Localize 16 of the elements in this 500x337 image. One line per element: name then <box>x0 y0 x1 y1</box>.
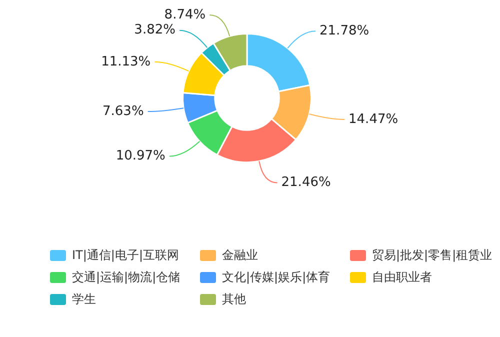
legend-label: 其他 <box>222 290 246 308</box>
data-label: 10.97% <box>116 148 166 164</box>
data-label: 8.74% <box>164 7 206 22</box>
data-label: 3.82% <box>134 22 176 38</box>
data-label: 14.47% <box>348 112 398 127</box>
data-label: 7.63% <box>102 104 144 119</box>
legend-label: 贸易|批发|零售|租赁业 <box>372 246 492 264</box>
legend-label: IT|通信|电子|互联网 <box>72 246 179 264</box>
legend-label: 自由职业者 <box>372 268 432 286</box>
data-label: 11.13% <box>101 54 151 70</box>
legend-label: 交通|运输|物流|仓储 <box>72 268 180 286</box>
data-label: 21.78% <box>320 24 370 39</box>
legend-label: 文化|传媒|娱乐|体育 <box>222 268 330 286</box>
data-label: 21.46% <box>281 175 331 190</box>
legend-label: 学生 <box>72 290 96 308</box>
legend-label: 金融业 <box>222 246 258 264</box>
